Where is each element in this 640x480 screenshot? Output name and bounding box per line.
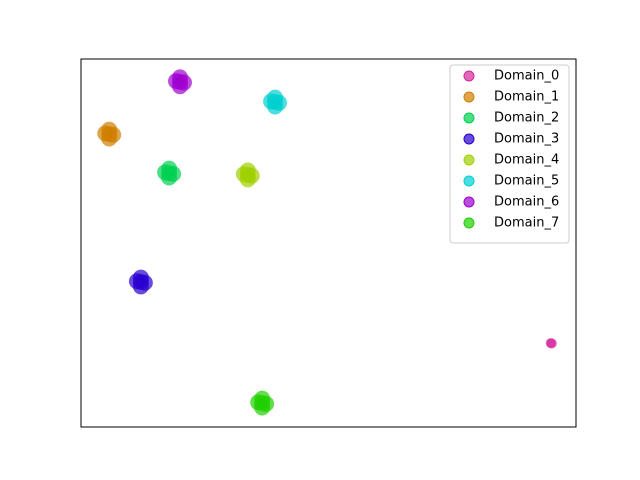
point: [172, 78, 188, 95]
plot-frame: [80, 58, 577, 428]
legend-label: Domain_1: [494, 90, 559, 105]
legend-label: Domain_2: [494, 111, 559, 126]
legend-marker: [463, 91, 475, 103]
legend-marker: [463, 217, 475, 229]
legend-label: Domain_4: [494, 153, 559, 168]
legend-marker: [463, 154, 475, 166]
legend-box: [449, 64, 570, 244]
legend-label: Domain_5: [494, 174, 559, 189]
legend-label: Domain_0: [494, 69, 559, 84]
point: [161, 169, 178, 186]
point: [254, 399, 271, 416]
legend-label: Domain_3: [494, 132, 559, 147]
point: [239, 171, 256, 188]
legend-label: Domain_7: [494, 216, 559, 231]
point: [101, 130, 118, 147]
legend-marker: [463, 70, 475, 82]
legend-marker: [463, 175, 475, 187]
point: [267, 98, 284, 115]
legend-label: Domain_6: [494, 195, 559, 210]
point: [132, 278, 149, 295]
legend-marker: [463, 112, 475, 124]
legend-marker: [463, 133, 475, 145]
legend-marker: [463, 196, 475, 208]
point: [546, 338, 557, 349]
